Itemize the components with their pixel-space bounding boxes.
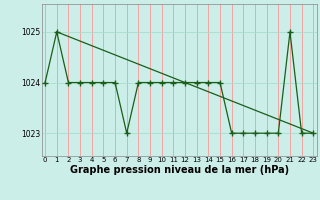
X-axis label: Graphe pression niveau de la mer (hPa): Graphe pression niveau de la mer (hPa) [70, 165, 289, 175]
